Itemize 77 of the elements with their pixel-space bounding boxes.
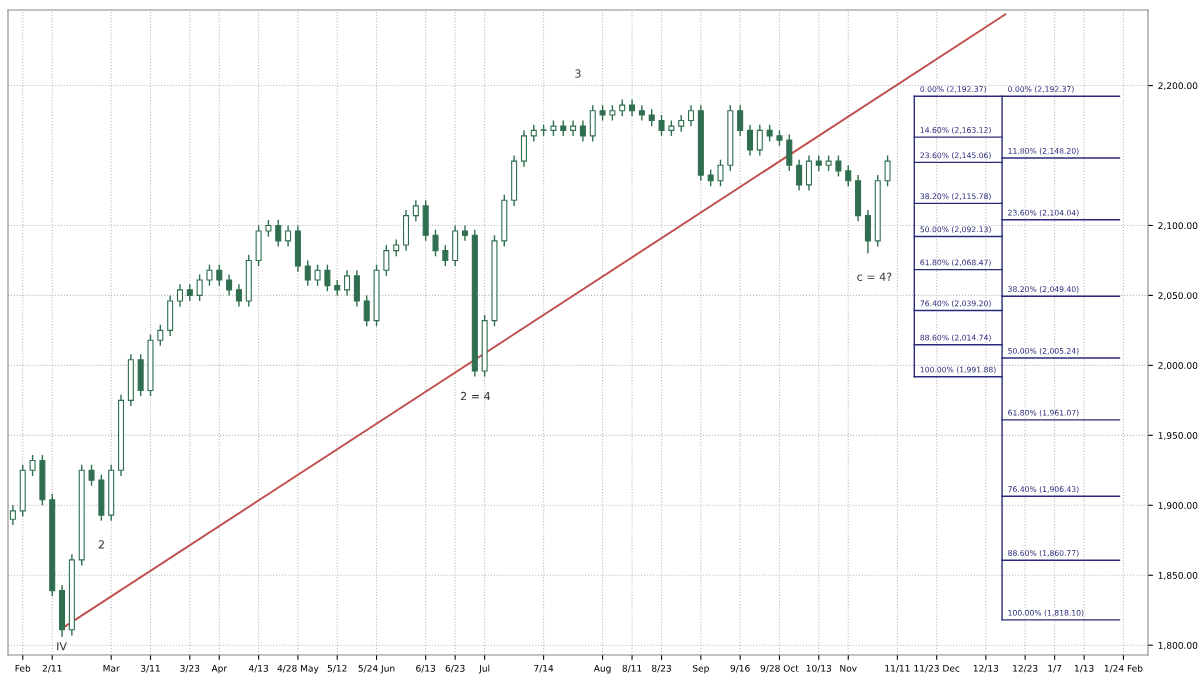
candlestick [29, 454, 36, 477]
x-tick-label: Mar [103, 665, 120, 672]
candlestick [638, 104, 645, 122]
candlestick [579, 119, 586, 143]
candlestick [884, 154, 891, 187]
candlestick [235, 283, 242, 308]
x-tick-label: Feb [15, 664, 31, 672]
x-tick-label: 6/23 [445, 664, 465, 673]
y-tick-label: 1,950.00 [1158, 432, 1198, 440]
x-tick-label: 4/28 May [277, 664, 319, 674]
annotation: 3 [575, 69, 581, 78]
x-tick-label: 12/13 [973, 664, 999, 673]
x-tick-label: 8/11 [622, 664, 642, 673]
candlestick [432, 228, 439, 257]
y-tick-label: 2,100.00 [1158, 222, 1198, 230]
candlestick [383, 244, 390, 277]
x-tick-label: 4/13 [248, 664, 269, 673]
x-tick-label: 1/7 [1048, 665, 1062, 673]
candlestick [314, 263, 321, 287]
candlestick [216, 263, 223, 287]
candlestick [275, 219, 282, 248]
candlestick [658, 114, 665, 137]
candlestick [461, 224, 468, 242]
candlestick [285, 224, 292, 248]
x-tick-label: 2/11 [42, 664, 62, 673]
x-tick-label: 9/16 [730, 664, 750, 673]
candlestick [88, 464, 95, 487]
candlestick [363, 294, 370, 327]
candlestick [746, 124, 753, 157]
x-tick-label: 11/11 [885, 665, 910, 673]
candlestick [688, 104, 695, 127]
x-tick-label: 7/14 [534, 665, 554, 673]
candlestick [157, 324, 164, 347]
candlestick [412, 199, 419, 222]
x-tick-label: 3/23 [180, 664, 200, 673]
candlestick [805, 154, 812, 192]
x-tick-label: 5/24 Jun [358, 664, 395, 674]
candlestick [796, 159, 803, 192]
x-tick-label: 8/23 [652, 664, 671, 673]
candlestick [717, 159, 724, 187]
y-tick-label: 1,800.00 [1158, 641, 1198, 650]
x-tick-label: 1/13 [1074, 664, 1094, 673]
candlestick [196, 273, 203, 302]
x-tick-label: 6/13 [416, 664, 436, 673]
candlestick [845, 164, 852, 187]
annotation: c = 4? [857, 272, 892, 281]
x-tick-label: Aug [593, 665, 611, 674]
candlestick [176, 283, 183, 308]
candlestick [835, 154, 842, 178]
x-tick-label: Nov [840, 665, 857, 672]
candlestick [344, 269, 351, 297]
x-tick-label: 10/13 [806, 664, 832, 673]
y-tick-label: 2,200.00 [1158, 82, 1198, 91]
annotation: IV [57, 642, 67, 651]
candlestick [756, 124, 763, 157]
candlestick [737, 104, 744, 137]
x-tick-label: 9/28 Oct [760, 664, 799, 673]
x-tick-label: 11/23 Dec [914, 664, 960, 673]
x-tick-label: Apr [211, 665, 228, 674]
y-tick-label: 2,000.00 [1158, 362, 1198, 370]
candlestick [442, 244, 449, 267]
x-tick-label: Sep [692, 664, 709, 674]
candlestick [206, 263, 213, 287]
candlestick [9, 504, 16, 526]
y-tick-label: 1,850.00 [1158, 571, 1198, 580]
x-tick-label: 5/12 [327, 664, 347, 673]
y-tick-label: 2,050.00 [1158, 292, 1198, 300]
candlestick [226, 273, 233, 297]
candlestick [324, 263, 331, 292]
y-tick-label: 1,900.00 [1158, 502, 1198, 510]
x-tick-label: 3/11 [141, 664, 160, 673]
annotation: 2 = 4 [460, 391, 491, 401]
x-tick-label: 1/24 Feb [1104, 664, 1143, 673]
x-tick-label: 12/23 [1013, 664, 1038, 673]
candlestick [304, 259, 311, 287]
annotation: 2 [98, 540, 104, 549]
x-tick-label: Jul [478, 664, 490, 674]
